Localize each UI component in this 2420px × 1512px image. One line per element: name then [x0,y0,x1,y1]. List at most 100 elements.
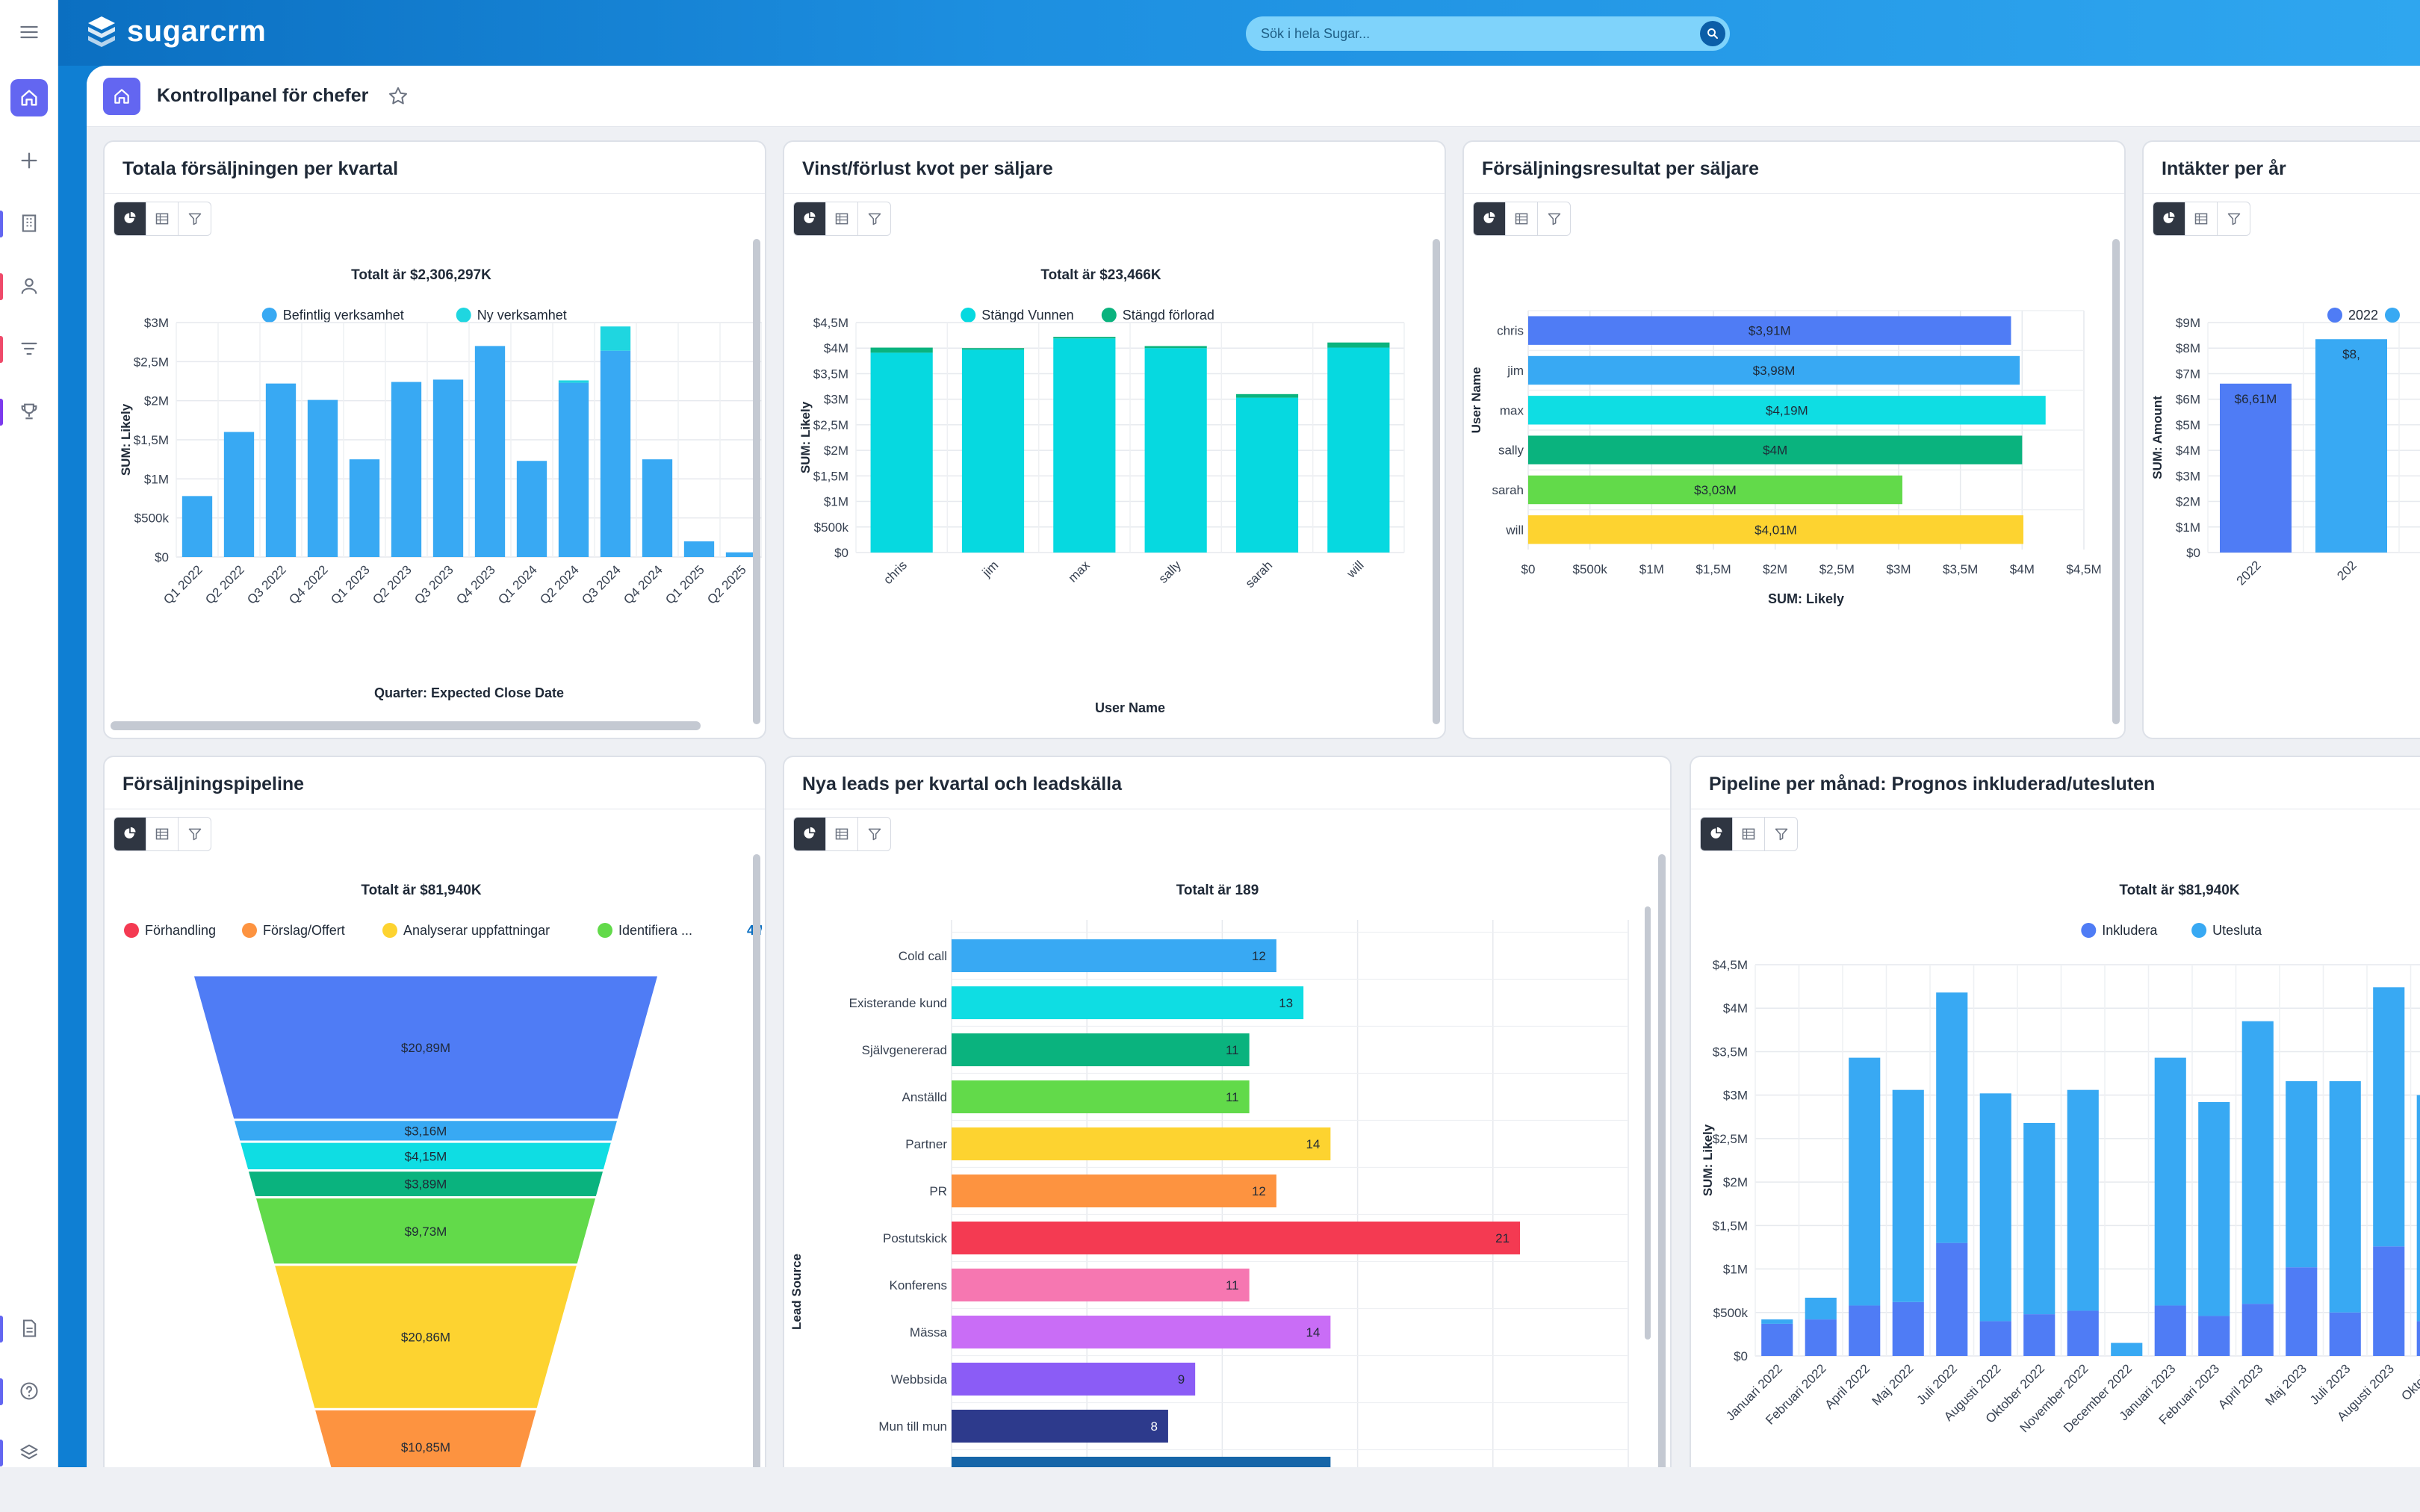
inner-scrollbar[interactable] [1645,906,1651,1340]
rail-accent [0,336,3,363]
chart-view-button[interactable] [1474,202,1506,235]
table-icon [155,828,169,840]
funnel-stage-label: $20,86M [401,1331,450,1345]
chart-view-button[interactable] [794,818,826,850]
bar [952,1410,1168,1443]
y-tick-label: Existerande kund [849,996,947,1010]
chart-svg: Totalt är $81,940K Inkludera Utesluta $0 $50… [1701,883,2420,1435]
filter-button[interactable] [179,202,211,235]
horizontal-scrollbar[interactable] [111,721,701,730]
contacts-module-button[interactable] [10,267,48,305]
table-icon [1742,828,1755,840]
table-view-button[interactable] [826,202,858,235]
chart-svg: $0 $500k $1M $1,5M $2M $2,5M $3M $3,5M $4M $4,5M $… [1469,310,2102,606]
x-axis-label: Quarter: Expected Close Date [374,685,564,700]
bar [1528,396,2046,425]
chart-view-button[interactable] [1701,818,1733,850]
bar [870,347,933,353]
chart-title: Totalt är $23,466K [1040,267,1161,283]
bar [952,986,1304,1019]
search-input[interactable] [1246,16,1687,51]
legend-swatch [2385,308,2400,323]
filter-icon [188,213,201,225]
bar [2329,1312,2361,1356]
documents-button[interactable] [10,1310,48,1347]
opportunities-module-button[interactable] [10,393,48,430]
bar [1327,342,1390,348]
dashboard-home-button[interactable] [103,78,140,115]
bar [2329,1081,2361,1313]
bar [558,382,589,557]
chart-svg: To$0$1M$2M$3M$4M$5M$6M$7M$8M$9M$6,61M202… [2150,308,2420,588]
funnel-stage-label: $4,15M [405,1149,447,1163]
y-tick-label: $2M [824,444,848,458]
accounts-module-button[interactable] [10,205,48,242]
dashlet-toolbar [793,817,891,851]
funnel-stage-label: $9,73M [405,1225,447,1239]
bar [2154,1057,2186,1306]
favorite-star-icon[interactable] [387,85,409,108]
bar [2198,1101,2230,1316]
table-view-button[interactable] [1733,818,1765,850]
x-tick-label: $1,5M [1695,562,1731,576]
quick-create-button[interactable] [10,142,48,179]
x-tick-label: $1M [1639,562,1664,576]
funnel-stage-label: $20,89M [401,1041,450,1055]
filter-button[interactable] [2218,202,2250,235]
search-button[interactable] [1700,21,1725,46]
x-tick-label: 202 [2334,558,2359,582]
vertical-scrollbar[interactable] [1433,239,1440,724]
bar [2315,339,2387,553]
filter-button[interactable] [179,818,211,850]
dashboard-header: Kontrollpanel för chefer [87,66,2420,127]
vertical-scrollbar[interactable] [753,239,760,724]
filter-button[interactable] [858,818,890,850]
chart-view-button[interactable] [2153,202,2185,235]
filter-button[interactable] [1765,818,1797,850]
hamburger-menu-button[interactable] [10,13,48,51]
y-tick-label: Partner [905,1137,947,1151]
table-view-button[interactable] [146,818,179,850]
help-button[interactable] [10,1372,48,1410]
filter-button[interactable] [1538,202,1570,235]
bar [2286,1267,2318,1356]
sugarcrm-logo[interactable]: sugarcrm [84,13,266,49]
bar [182,496,213,557]
home-button[interactable] [10,79,48,116]
leads-module-button[interactable] [10,330,48,367]
bar [870,352,933,553]
chart-svg: Totalt är $81,940K Förhandling Förslag/Off… [124,883,762,1501]
dashlet-toolbar [114,202,211,236]
x-tick-label: $4M [2010,562,2035,576]
chart-view-button[interactable] [114,818,146,850]
bar [683,541,715,557]
bar [952,1269,1250,1301]
vertical-scrollbar[interactable] [1658,854,1666,1489]
table-view-button[interactable] [1506,202,1538,235]
chart-view-button[interactable] [114,202,146,235]
table-view-button[interactable] [826,818,858,850]
bar [516,461,547,557]
table-view-button[interactable] [2185,202,2218,235]
legend-swatch [124,923,139,938]
y-tick-label: $4,5M [1713,958,1748,972]
x-tick-label: will [1344,558,1367,581]
chart-svg: Totalt är $23,466K Stängd Vunnen Stängd fö… [798,267,1405,715]
bar [725,552,757,557]
vertical-scrollbar[interactable] [2112,239,2120,724]
document-icon [22,1319,37,1337]
dashlet-title: Vinst/förlust kvot per säljare [802,158,1053,179]
legend-label: Förhandling [145,923,216,938]
pie-chart-icon [804,211,816,223]
legend-swatch [1101,308,1117,323]
x-tick-label: Q3 2022 [244,562,289,607]
x-tick-label: sally [1156,558,1185,586]
filter-button[interactable] [858,202,890,235]
y-tick-label: $2M [144,394,169,408]
vertical-scrollbar[interactable] [753,854,760,1489]
layers-button[interactable] [10,1434,48,1471]
bar-value-label: $3,91M [1749,324,1791,338]
y-tick-label: $2M [1723,1175,1748,1189]
table-view-button[interactable] [146,202,179,235]
chart-view-button[interactable] [794,202,826,235]
